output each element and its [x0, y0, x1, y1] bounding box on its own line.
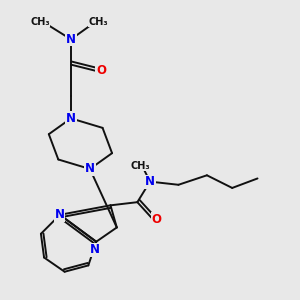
- Text: CH₃: CH₃: [131, 161, 150, 171]
- Text: O: O: [96, 64, 106, 77]
- Text: N: N: [90, 243, 100, 256]
- Text: N: N: [66, 112, 76, 125]
- Text: CH₃: CH₃: [30, 17, 50, 27]
- Text: CH₃: CH₃: [89, 17, 109, 27]
- Text: N: N: [85, 163, 95, 176]
- Text: N: N: [66, 33, 76, 46]
- Text: O: O: [151, 213, 161, 226]
- Text: N: N: [145, 175, 155, 188]
- Text: N: N: [55, 208, 65, 221]
